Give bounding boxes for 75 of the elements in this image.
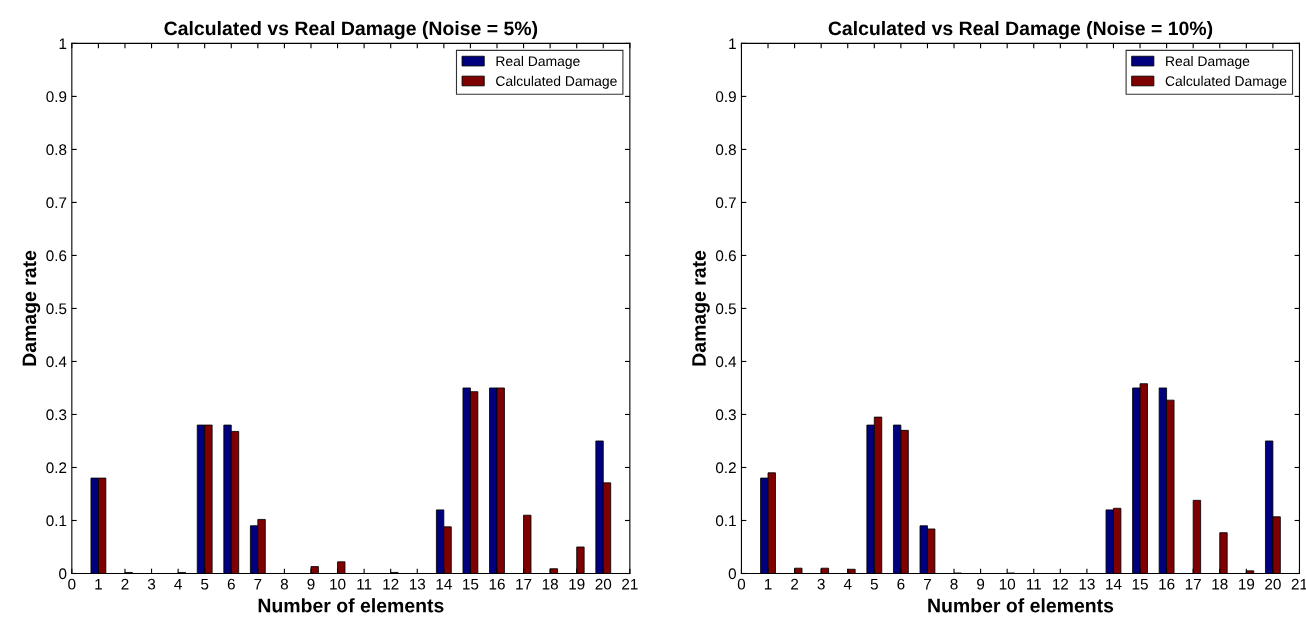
y-tick-label: 0.5 bbox=[715, 303, 736, 315]
y-tick-label: 0.6 bbox=[715, 250, 736, 262]
x-tick-label: 15 bbox=[463, 578, 479, 590]
y-tick-label: 0.7 bbox=[46, 197, 67, 209]
x-tick-label: 6 bbox=[227, 578, 235, 590]
x-tick-label: 7 bbox=[254, 578, 262, 590]
x-tick-label: 16 bbox=[489, 578, 505, 590]
x-tick-label: 19 bbox=[1238, 578, 1255, 590]
y-tick-label: 0.5 bbox=[46, 303, 67, 315]
x-tick-label: 10 bbox=[330, 578, 346, 590]
x-tick-label: 17 bbox=[1185, 578, 1201, 590]
y-tick-label: 1 bbox=[729, 38, 736, 49]
x-tick-label: 18 bbox=[1212, 578, 1228, 590]
x-tick-label: 0 bbox=[737, 578, 746, 590]
x-tick-label: 11 bbox=[357, 578, 372, 590]
x-tick-label: 15 bbox=[1132, 578, 1148, 590]
y-tick-label: 0.2 bbox=[715, 462, 736, 474]
y-tick-label: 0.6 bbox=[46, 250, 67, 262]
x-tick-label: 8 bbox=[280, 578, 288, 590]
x-tick-label: 14 bbox=[1106, 578, 1122, 590]
legend-label: Real Damage bbox=[1166, 55, 1250, 69]
x-tick-label: 20 bbox=[1265, 578, 1281, 590]
y-tick-label: 0.8 bbox=[46, 144, 67, 156]
x-tick-label: 8 bbox=[950, 578, 958, 590]
x-tick-label: 18 bbox=[542, 578, 558, 590]
legend-label: Real Damage bbox=[496, 55, 580, 69]
x-tick-label: 5 bbox=[870, 578, 878, 590]
x-tick-label: 2 bbox=[121, 578, 129, 590]
y-tick-label: 0.1 bbox=[715, 515, 736, 527]
legend-label: Calculated Damage bbox=[496, 75, 617, 89]
y-axis-title: Damage rate bbox=[22, 250, 41, 366]
x-tick-label: 7 bbox=[923, 578, 931, 590]
x-tick-label: 21 bbox=[622, 578, 638, 590]
x-tick-label: 0 bbox=[68, 578, 76, 590]
x-tick-label: 6 bbox=[897, 578, 905, 590]
x-tick-label: 9 bbox=[307, 578, 315, 590]
x-tick-label: 4 bbox=[843, 578, 852, 590]
x-tick-label: 19 bbox=[569, 578, 585, 590]
legend-label: Calculated Damage bbox=[1165, 75, 1287, 89]
chart-title: Calculated vs Real Damage (Noise = 5%) bbox=[164, 20, 538, 40]
y-tick-label: 0.1 bbox=[46, 515, 67, 527]
x-tick-label: 5 bbox=[201, 578, 209, 590]
y-axis-title: Damage rate bbox=[692, 250, 710, 366]
x-tick-label: 2 bbox=[791, 578, 799, 590]
x-tick-label: 13 bbox=[1079, 578, 1095, 590]
x-tick-label: 14 bbox=[436, 578, 452, 590]
x-axis-title: Number of elements bbox=[258, 598, 444, 613]
y-tick-label: 0.3 bbox=[715, 409, 736, 421]
y-tick-label: 0.4 bbox=[715, 356, 737, 368]
y-tick-label: 1 bbox=[59, 38, 67, 49]
x-tick-label: 17 bbox=[516, 578, 532, 590]
x-tick-label: 11 bbox=[1026, 578, 1041, 590]
y-tick-label: 0.9 bbox=[715, 91, 736, 103]
y-tick-label: 0.9 bbox=[46, 91, 67, 103]
x-tick-label: 10 bbox=[999, 578, 1016, 590]
y-tick-label: 0.8 bbox=[715, 144, 736, 156]
y-tick-label: 0.4 bbox=[46, 356, 67, 368]
x-tick-label: 13 bbox=[409, 578, 426, 590]
x-tick-label: 3 bbox=[817, 578, 825, 590]
x-tick-label: 12 bbox=[383, 578, 399, 590]
x-tick-label: 9 bbox=[977, 578, 985, 590]
x-tick-label: 16 bbox=[1159, 578, 1175, 590]
x-tick-label: 12 bbox=[1052, 578, 1069, 590]
y-tick-label: 0.7 bbox=[715, 197, 736, 209]
y-tick-label: 0 bbox=[728, 568, 736, 580]
x-tick-label: 20 bbox=[595, 578, 612, 590]
y-tick-label: 0.2 bbox=[46, 462, 67, 474]
x-tick-label: 1 bbox=[764, 578, 772, 590]
x-axis-title: Number of elements bbox=[928, 598, 1114, 613]
x-tick-label: 4 bbox=[174, 578, 182, 590]
chart-title: Calculated vs Real Damage (Noise = 10%) bbox=[828, 20, 1213, 40]
y-tick-label: 0.3 bbox=[46, 409, 67, 421]
y-tick-label: 0 bbox=[59, 568, 67, 580]
x-tick-label: 1 bbox=[95, 578, 102, 590]
x-tick-label: 3 bbox=[147, 578, 156, 590]
